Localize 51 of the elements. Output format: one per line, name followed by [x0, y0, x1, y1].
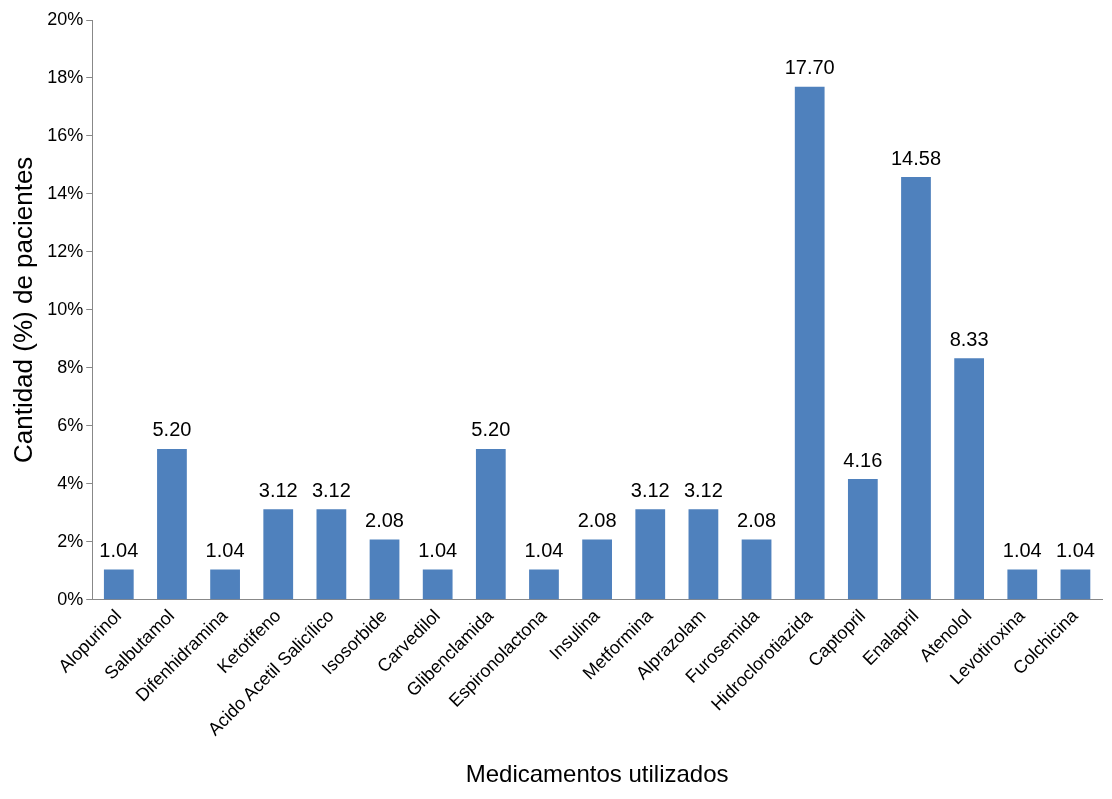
y-tick-label: 14%	[47, 182, 84, 203]
bar	[847, 479, 878, 600]
y-tick-label: 4%	[57, 472, 84, 493]
y-tick-label: 2%	[57, 530, 84, 551]
bar	[475, 448, 506, 600]
y-axis-title: Cantidad (%) de pacientes	[7, 156, 38, 464]
data-label: 14.58	[890, 146, 942, 169]
y-tick-label: 20%	[47, 8, 84, 29]
bar	[263, 509, 294, 600]
y-tick-label: 6%	[57, 414, 84, 435]
bar	[1007, 569, 1038, 600]
data-label: 2.08	[577, 508, 617, 531]
data-label: 3.12	[683, 478, 723, 501]
data-label: 1.04	[524, 539, 564, 562]
y-tick-label: 8%	[57, 356, 84, 377]
bar	[103, 569, 134, 600]
data-label: 3.12	[258, 478, 298, 501]
y-tick-label: 16%	[47, 124, 84, 145]
bar	[741, 539, 772, 600]
data-label: 8.33	[949, 327, 989, 350]
data-label: 1.04	[99, 539, 139, 562]
y-tick-label: 12%	[47, 240, 84, 261]
bar	[210, 569, 240, 600]
bar	[901, 177, 931, 600]
data-label: 2.08	[737, 508, 777, 531]
data-label: 5.20	[471, 418, 511, 441]
y-tick-label: 18%	[47, 66, 84, 87]
data-label: 4.16	[843, 448, 883, 471]
data-label: 1.04	[205, 539, 245, 562]
data-label: 3.12	[630, 478, 670, 501]
data-label: 17.70	[784, 56, 835, 79]
bar	[635, 509, 666, 600]
bar	[794, 86, 825, 600]
bar	[582, 539, 612, 600]
bar	[529, 569, 559, 600]
data-label: 1.04	[1055, 539, 1095, 562]
x-axis-title: Medicamentos utilizados	[465, 760, 729, 788]
data-label: 1.04	[418, 539, 458, 562]
bar	[316, 509, 347, 600]
data-label: 5.20	[152, 418, 192, 441]
data-label: 1.04	[1002, 539, 1042, 562]
bar	[157, 448, 187, 600]
bar	[954, 358, 985, 600]
bar	[688, 509, 719, 600]
data-label: 3.12	[311, 478, 351, 501]
y-tick-label: 10%	[47, 298, 84, 319]
bar	[422, 569, 453, 600]
bar	[369, 539, 400, 600]
data-label: 2.08	[365, 508, 404, 531]
y-tick-label: 0%	[57, 588, 84, 609]
bar	[1060, 569, 1091, 600]
